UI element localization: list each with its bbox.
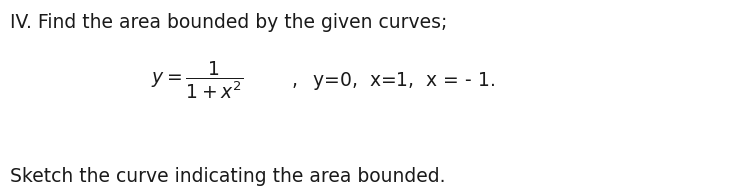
Text: $,$  y=0,  x=1,  x = - 1.: $,$ y=0, x=1, x = - 1.: [291, 70, 495, 92]
Text: IV. Find the area bounded by the given curves;: IV. Find the area bounded by the given c…: [10, 13, 448, 32]
Text: Sketch the curve indicating the area bounded.: Sketch the curve indicating the area bou…: [10, 167, 445, 186]
Text: $y=\dfrac{1}{1+x^{2}}$: $y=\dfrac{1}{1+x^{2}}$: [151, 60, 243, 101]
